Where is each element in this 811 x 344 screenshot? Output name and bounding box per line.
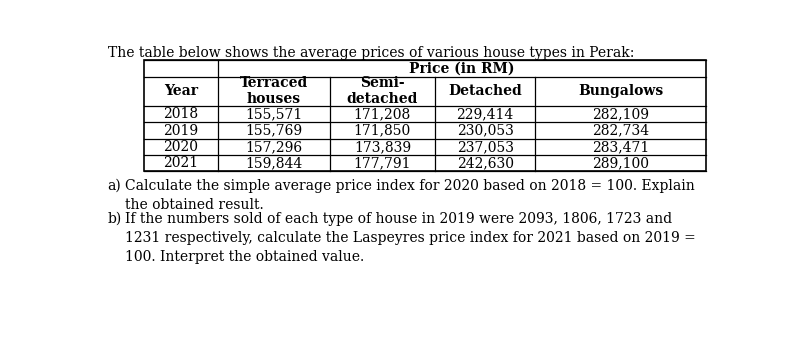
Text: 2021: 2021 [163,156,198,170]
Text: 171,208: 171,208 [354,107,410,121]
Text: 282,734: 282,734 [591,123,649,138]
Text: 237,053: 237,053 [456,140,513,154]
Text: Bungalows: Bungalows [577,84,663,98]
Text: Price (in RM): Price (in RM) [409,61,514,75]
Text: 2019: 2019 [163,123,198,138]
Text: 173,839: 173,839 [354,140,410,154]
Text: Semi-
detached: Semi- detached [346,76,418,106]
Text: a): a) [108,179,122,193]
Text: If the numbers sold of each type of house in 2019 were 2093, 1806, 1723 and
1231: If the numbers sold of each type of hous… [125,212,695,264]
Text: Year: Year [164,84,198,98]
Text: 289,100: 289,100 [591,156,649,170]
Text: 230,053: 230,053 [456,123,513,138]
Text: 157,296: 157,296 [245,140,303,154]
Text: Terraced
houses: Terraced houses [239,76,307,106]
Text: 155,571: 155,571 [245,107,303,121]
Text: 171,850: 171,850 [354,123,410,138]
Text: 282,109: 282,109 [591,107,649,121]
Text: 283,471: 283,471 [591,140,649,154]
Text: 159,844: 159,844 [245,156,303,170]
Text: 2020: 2020 [163,140,198,154]
Text: 177,791: 177,791 [354,156,410,170]
Text: The table below shows the average prices of various house types in Perak:: The table below shows the average prices… [108,46,633,60]
Text: 2018: 2018 [163,107,198,121]
Text: Detached: Detached [448,84,521,98]
Text: 242,630: 242,630 [456,156,513,170]
Text: Calculate the simple average price index for 2020 based on 2018 = 100. Explain
t: Calculate the simple average price index… [125,179,693,212]
Text: b): b) [108,212,122,226]
Text: 155,769: 155,769 [245,123,303,138]
Bar [144,60,705,171]
Text: 229,414: 229,414 [456,107,513,121]
